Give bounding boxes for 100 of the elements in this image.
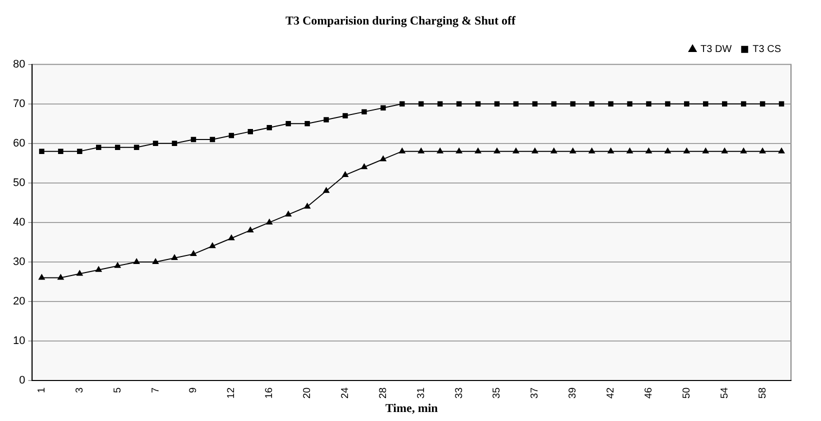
point bbox=[247, 226, 254, 232]
point bbox=[266, 124, 272, 130]
point bbox=[456, 148, 462, 154]
x-tick-label: 24 bbox=[340, 387, 351, 399]
y-tick-label: 80 bbox=[12, 58, 26, 70]
point bbox=[512, 148, 520, 154]
point bbox=[58, 274, 64, 280]
x-tick-label: 3 bbox=[74, 387, 86, 394]
point bbox=[703, 101, 708, 107]
x-tick-label: 16 bbox=[264, 387, 276, 399]
point bbox=[190, 136, 196, 142]
point bbox=[608, 148, 614, 154]
point bbox=[551, 101, 557, 107]
point bbox=[190, 250, 197, 256]
point bbox=[646, 101, 652, 107]
chart-title: T3 Comparision during Charging & Shut off bbox=[285, 13, 517, 28]
x-tick-label: 39 bbox=[568, 387, 579, 399]
point bbox=[114, 144, 120, 150]
point bbox=[96, 144, 102, 150]
point bbox=[324, 117, 329, 122]
point bbox=[96, 266, 102, 272]
x-tick-label: 37 bbox=[530, 387, 541, 399]
point bbox=[760, 101, 766, 107]
point bbox=[380, 156, 386, 162]
point bbox=[39, 148, 44, 154]
point bbox=[171, 254, 178, 260]
point bbox=[702, 148, 709, 154]
point bbox=[323, 187, 330, 193]
x-tick-label: 31 bbox=[416, 387, 427, 399]
point bbox=[228, 132, 234, 138]
y-tick-label: 40 bbox=[12, 216, 26, 228]
point bbox=[570, 148, 576, 154]
point bbox=[550, 148, 557, 154]
point bbox=[436, 148, 444, 154]
y-tick-label: 30 bbox=[12, 256, 26, 268]
point bbox=[494, 101, 500, 107]
x-tick-label: 5 bbox=[112, 387, 124, 394]
point bbox=[361, 164, 368, 170]
point bbox=[114, 262, 121, 268]
point bbox=[494, 148, 500, 154]
point bbox=[570, 101, 576, 107]
point bbox=[399, 148, 406, 154]
point bbox=[152, 258, 159, 264]
point bbox=[342, 172, 348, 178]
point bbox=[722, 101, 728, 107]
point bbox=[778, 101, 784, 107]
point bbox=[266, 218, 272, 224]
x-tick-label: 20 bbox=[302, 387, 314, 399]
point bbox=[664, 148, 671, 154]
x-tick-label: 9 bbox=[188, 387, 200, 394]
point bbox=[418, 101, 424, 107]
point bbox=[304, 121, 310, 126]
x-tick-label: 12 bbox=[226, 387, 238, 399]
point bbox=[626, 148, 633, 154]
point bbox=[209, 242, 216, 248]
x-tick-label: 1 bbox=[36, 387, 48, 394]
point bbox=[684, 101, 690, 107]
x-tick-label: 42 bbox=[606, 387, 617, 399]
point bbox=[513, 101, 519, 107]
point bbox=[248, 128, 253, 134]
point bbox=[627, 101, 632, 107]
point bbox=[152, 140, 158, 146]
point bbox=[740, 101, 746, 107]
x-tick-label: 46 bbox=[643, 387, 654, 399]
y-tick-label: 10 bbox=[12, 335, 26, 347]
point bbox=[380, 105, 386, 110]
point bbox=[589, 101, 594, 107]
x-tick-label: 54 bbox=[719, 387, 730, 399]
point bbox=[286, 121, 291, 126]
point bbox=[210, 136, 216, 142]
y-tick-label: 60 bbox=[12, 137, 26, 150]
point bbox=[740, 148, 747, 154]
y-tick-label: 20 bbox=[12, 295, 26, 308]
x-tick-label: 35 bbox=[492, 387, 503, 399]
legend-label: T3 DW bbox=[700, 44, 732, 56]
y-tick-label: 50 bbox=[12, 176, 26, 189]
point bbox=[134, 144, 140, 150]
point bbox=[58, 148, 64, 154]
point bbox=[778, 148, 785, 154]
point bbox=[475, 101, 481, 107]
point bbox=[133, 258, 140, 264]
point bbox=[437, 101, 443, 107]
point bbox=[304, 203, 310, 209]
point bbox=[684, 148, 690, 154]
point bbox=[342, 113, 348, 118]
point bbox=[608, 101, 614, 107]
point bbox=[722, 148, 728, 154]
x-tick-label: 58 bbox=[757, 387, 768, 399]
point bbox=[456, 101, 462, 107]
point bbox=[172, 140, 178, 146]
point bbox=[532, 148, 538, 154]
point bbox=[228, 234, 235, 240]
point bbox=[474, 148, 482, 154]
point bbox=[588, 148, 595, 154]
x-tick-label: 7 bbox=[150, 387, 162, 394]
point bbox=[646, 148, 652, 154]
y-tick-label: 0 bbox=[19, 374, 26, 387]
point bbox=[76, 270, 83, 276]
point bbox=[759, 148, 766, 154]
point bbox=[532, 101, 538, 107]
